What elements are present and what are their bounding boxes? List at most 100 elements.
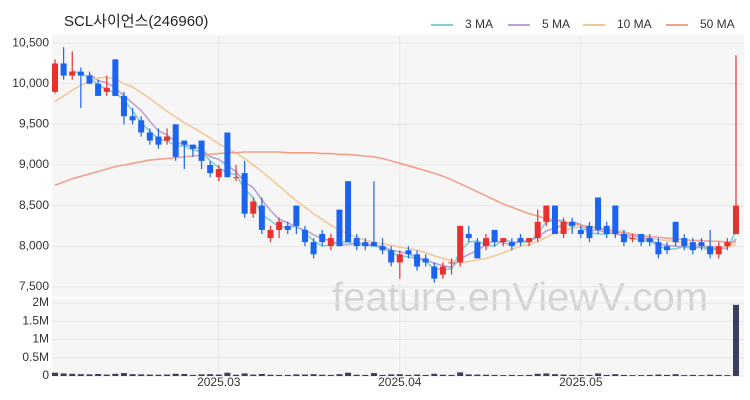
candle-body — [724, 242, 731, 247]
candle-body — [620, 234, 627, 243]
candle-body — [707, 246, 714, 255]
volume-bar — [491, 374, 498, 376]
candle-body — [198, 140, 205, 161]
y-tick-label: 8,500 — [19, 198, 49, 212]
candle-body — [215, 169, 222, 178]
candle-body — [483, 238, 489, 247]
volume-bar — [689, 374, 696, 376]
candle-body — [362, 242, 369, 247]
ma-line — [54, 76, 737, 264]
volume-bar — [465, 374, 472, 376]
volume-bar — [224, 372, 231, 376]
candle-body — [595, 197, 602, 230]
y-tick-label: 7,500 — [19, 279, 49, 293]
volume-bar — [448, 374, 455, 376]
x-tick-label: 2025.03 — [197, 375, 241, 389]
volume-bar — [612, 374, 619, 376]
y-tick-label: 10,000 — [12, 76, 49, 90]
volume-bar — [233, 374, 240, 376]
candle-body — [293, 205, 300, 226]
y2-tick-label: 0 — [42, 368, 49, 382]
candle-body — [474, 242, 481, 259]
candle-body — [715, 246, 722, 255]
candle-body — [431, 266, 438, 279]
candle-body — [172, 124, 179, 157]
candle-body — [396, 254, 403, 263]
candle-body — [52, 63, 58, 92]
candle-body — [560, 221, 567, 235]
candle-body — [517, 238, 524, 243]
volume-bar — [138, 374, 145, 376]
volume-bar — [534, 373, 541, 376]
volume-bar — [595, 373, 602, 376]
candle-body — [258, 205, 265, 230]
candle-body — [77, 71, 84, 76]
volume-bar — [293, 374, 300, 376]
candle-body — [189, 144, 196, 149]
candle-body — [86, 75, 93, 84]
volume-bar — [370, 373, 377, 376]
candle-body — [646, 238, 653, 243]
volume-bar — [345, 372, 352, 376]
candle-body — [164, 136, 171, 141]
volume-bar — [405, 374, 412, 376]
candle-body — [267, 229, 274, 239]
candle-body — [422, 258, 429, 263]
candle-body — [457, 225, 464, 263]
volume-bar — [483, 374, 489, 376]
candle-body — [543, 205, 550, 222]
candle-body — [241, 173, 248, 214]
volume-bar — [250, 374, 257, 376]
volume-bar — [60, 373, 67, 376]
volume-bar — [638, 375, 645, 376]
volume-bar — [353, 374, 360, 376]
watermark: feature.enViewV.com — [332, 276, 708, 320]
y2-tick-label: 0.5M — [22, 350, 49, 364]
candle-body — [112, 59, 119, 96]
candle-body — [534, 221, 541, 239]
volume-bar — [276, 374, 283, 376]
candle-body — [439, 266, 446, 275]
volume-bar — [129, 374, 136, 376]
volume-bar — [146, 374, 153, 376]
volume-bar — [379, 374, 386, 376]
y2-tick-label: 1M — [32, 332, 49, 346]
volume-bar — [198, 374, 205, 376]
volume-bar — [164, 374, 171, 376]
candle-body — [379, 246, 386, 251]
candle-body — [120, 95, 127, 117]
candle-body — [250, 201, 257, 214]
candle-body — [465, 234, 472, 239]
volume-bar — [560, 374, 567, 376]
candle-body — [207, 164, 214, 174]
y-tick-label: 9,500 — [19, 117, 49, 131]
y2-tick-label: 2M — [32, 295, 49, 309]
volume-bar — [732, 304, 739, 376]
volume-bar — [396, 374, 403, 376]
candle-body — [319, 234, 326, 243]
candle-body — [526, 238, 533, 243]
volume-bar — [577, 374, 584, 376]
volume-bar — [207, 374, 214, 376]
volume-bar — [327, 374, 334, 376]
chart-title: SCL사이언스(246960) — [64, 13, 208, 30]
volume-bar — [655, 374, 662, 376]
ma-line — [89, 73, 737, 269]
volume-bar — [52, 372, 58, 376]
candle-body — [129, 116, 136, 121]
candle-body — [310, 242, 317, 255]
candle-body — [689, 242, 696, 251]
y-tick-label: 10,500 — [12, 35, 49, 49]
volume-bar — [112, 373, 119, 376]
candle-body — [491, 229, 498, 243]
volume-bar — [336, 374, 343, 376]
volume-bar — [672, 374, 679, 376]
volume-bar — [664, 374, 671, 376]
volume-bar — [362, 374, 369, 376]
volume-bar — [241, 373, 248, 376]
candle-body — [345, 181, 352, 243]
volume-bar — [77, 374, 84, 376]
volume-bar — [517, 375, 524, 376]
volume-bar — [474, 374, 481, 376]
volume-bar — [551, 374, 558, 376]
